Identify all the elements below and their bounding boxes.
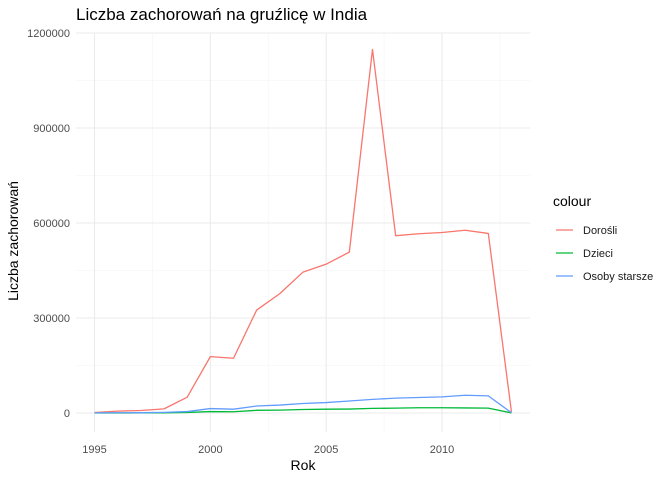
legend-label: Osoby starsze	[583, 271, 653, 283]
legend-label: Dorośli	[583, 225, 617, 237]
chart-title: Liczba zachorowań na gruźlicę w India	[76, 5, 368, 24]
x-axis-title: Rok	[291, 457, 317, 473]
series-line-0	[94, 48, 513, 414]
x-axis-ticks: 1995 2000 2005 2010	[82, 444, 454, 456]
x-tick-label: 2010	[430, 444, 454, 456]
x-tick-label: 1995	[82, 444, 106, 456]
y-axis-title: Liczba zachorowań	[5, 181, 21, 301]
legend: colour Dorośli Dzieci Osoby starsze	[553, 193, 653, 283]
series-line-2	[94, 394, 512, 414]
y-tick-label: 0	[64, 408, 70, 420]
x-tick-label: 2005	[314, 444, 338, 456]
series-lines	[94, 48, 513, 414]
y-tick-label: 1200000	[27, 28, 70, 40]
grid	[76, 32, 530, 432]
legend-title: colour	[553, 193, 591, 209]
y-tick-label: 900000	[33, 123, 70, 135]
y-tick-label: 600000	[33, 218, 70, 230]
y-axis-ticks: 0 300000 600000 900000 1200000	[27, 28, 70, 420]
x-tick-label: 2000	[198, 444, 222, 456]
legend-label: Dzieci	[583, 248, 613, 260]
y-tick-label: 300000	[33, 313, 70, 325]
legend-items: Dorośli Dzieci Osoby starsze	[556, 225, 653, 283]
